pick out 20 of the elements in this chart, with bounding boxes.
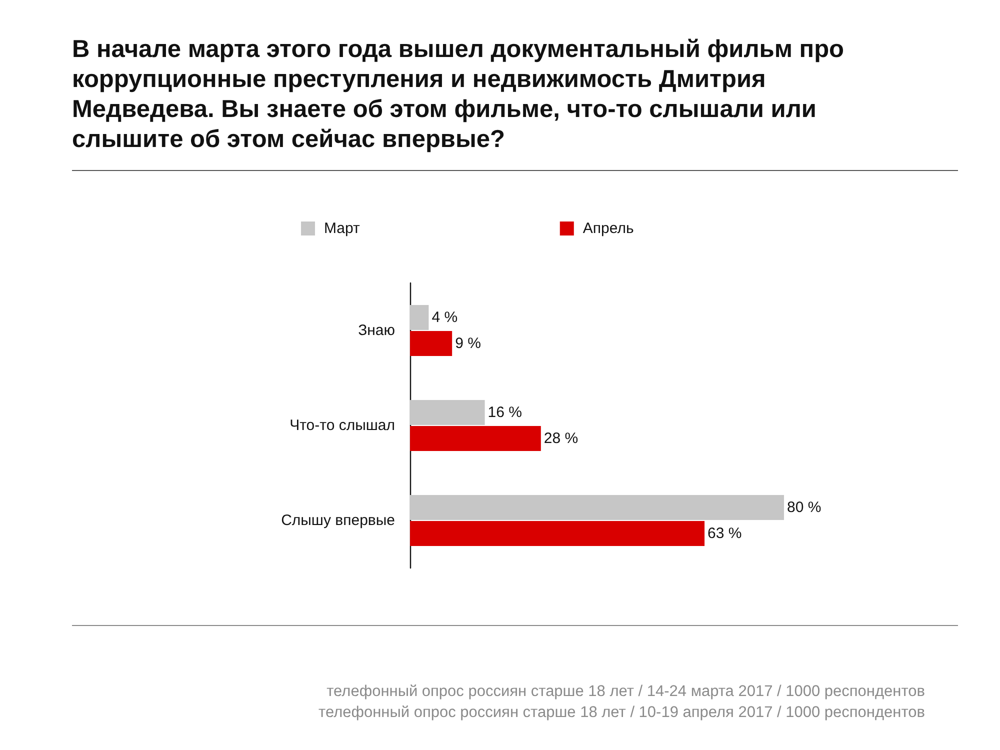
text: телефонный опрос россиян старше 18 лет / 10-19 апреля 2017 / 1000 респондентов xyxy=(318,703,925,723)
data-label: 4 % xyxy=(432,309,458,326)
y-tick-label: Знаю xyxy=(358,322,395,339)
bar xyxy=(410,495,784,520)
bar xyxy=(410,426,541,451)
data-label: 80 % xyxy=(787,499,822,516)
chart-title: В начале марта этого года вышел документальный фильм про коррупционные преступления и недвижимость Дмитрия Медведева. Вы знаете об этом фильме, что-то слышали или слышите об этом сейчас впервые? xyxy=(72,35,846,155)
bar xyxy=(410,331,452,356)
bar xyxy=(410,521,705,546)
data-label: 9 % xyxy=(455,335,481,352)
data-label: 28 % xyxy=(544,430,578,447)
legend-label: Март xyxy=(324,220,360,237)
data-label: 16 % xyxy=(488,404,522,421)
y-tick-label: Слышу впервые xyxy=(281,512,395,529)
y-tick-label: Что-то слышал xyxy=(290,417,395,434)
text: телефонный опрос россиян старше 18 лет / 14-24 марта 2017 / 1000 респондентов xyxy=(326,682,925,702)
bar xyxy=(410,305,429,330)
bar xyxy=(410,400,485,425)
data-label: 63 % xyxy=(708,525,742,542)
legend-label: Апрель xyxy=(582,220,634,237)
